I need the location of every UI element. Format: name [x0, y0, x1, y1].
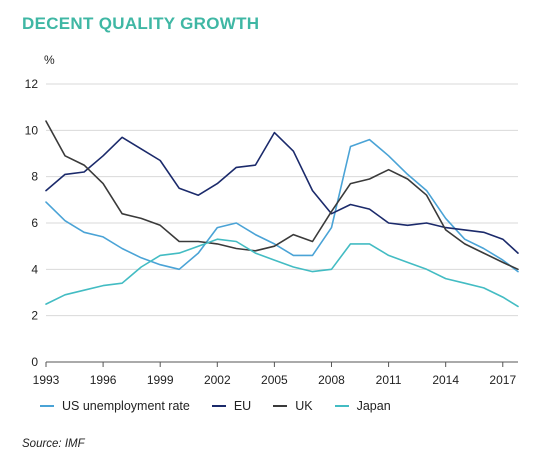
y-tick-label: 2	[31, 309, 38, 323]
gridlines	[46, 83, 518, 317]
legend: US unemployment rate EU UK Japan	[40, 399, 413, 413]
x-tick-label: 1993	[33, 373, 60, 387]
y-tick-label: 0	[31, 355, 38, 369]
legend-swatch	[211, 405, 226, 407]
legend-item-uk: UK	[273, 399, 313, 413]
x-tick-label: 1999	[147, 373, 174, 387]
x-tick-label: 2017	[489, 373, 516, 387]
series-line-us-unemployment-rate	[45, 138, 519, 273]
series-line-japan	[45, 238, 519, 308]
x-tick-label: 1996	[90, 373, 117, 387]
legend-item-us-unemployment-rate: US unemployment rate	[40, 399, 190, 413]
y-tick-label: 8	[31, 170, 38, 184]
series-lines	[45, 120, 519, 308]
x-tick-label: 2002	[204, 373, 231, 387]
y-axis-label: %	[44, 53, 55, 67]
legend-label: EU	[233, 399, 252, 413]
legend-item-eu: EU	[211, 399, 252, 413]
x-tick-label: 2011	[376, 373, 402, 387]
legend-swatch	[273, 405, 288, 407]
legend-swatch	[40, 405, 54, 407]
x-tick-label: 2008	[318, 373, 345, 387]
tick-labels: 0 2 4 6 8 10 12% 1993 1996 1999 2002 2005 2008 2011 20…	[25, 53, 517, 387]
legend-label: US unemployment rate	[62, 399, 190, 413]
axes	[45, 361, 518, 367]
y-tick-label: 10	[25, 123, 39, 137]
source-note: Source: IMF	[22, 438, 85, 450]
legend-label: Japan	[356, 399, 391, 413]
y-tick-label: 4	[31, 262, 38, 276]
legend-label: UK	[295, 399, 313, 413]
chart-title: DECENT QUALITY GROWTH	[22, 14, 260, 33]
y-tick-label: 6	[31, 216, 38, 230]
series-line-eu	[45, 131, 519, 254]
series-line-uk	[45, 120, 519, 271]
y-tick-label: 12	[25, 77, 39, 91]
legend-item-japan: Japan	[334, 399, 391, 413]
legend-swatch	[334, 405, 349, 407]
x-tick-label: 2014	[432, 373, 459, 387]
x-tick-label: 2005	[261, 373, 288, 387]
